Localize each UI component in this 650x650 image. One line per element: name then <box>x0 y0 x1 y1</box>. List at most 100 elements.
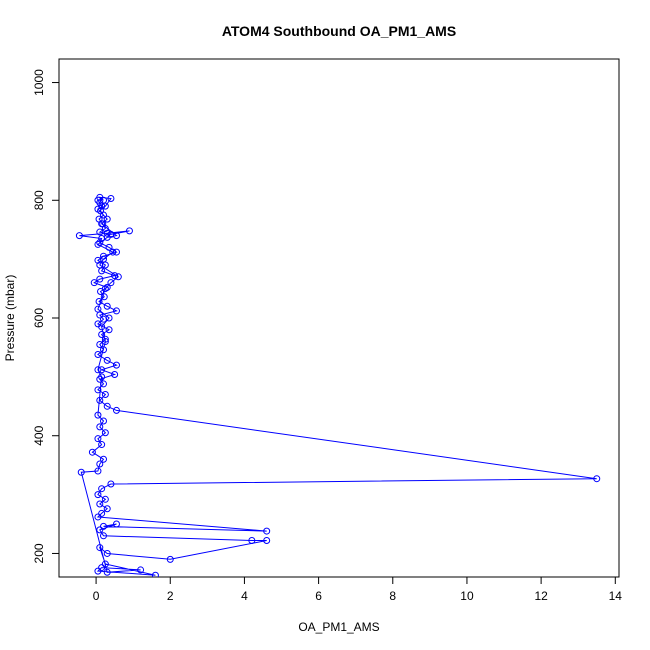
data-point <box>96 460 104 468</box>
data-point <box>112 248 120 256</box>
x-tick-label: 10 <box>460 589 474 603</box>
data-point <box>103 233 111 241</box>
data-point <box>94 366 102 374</box>
data-point <box>103 229 111 237</box>
data-point <box>98 220 106 228</box>
data-point <box>90 279 98 287</box>
data-point <box>94 567 102 575</box>
data-point <box>96 544 104 552</box>
data-point <box>112 307 120 315</box>
data-point <box>94 240 102 248</box>
data-point <box>248 537 256 545</box>
x-tick-label: 0 <box>93 589 100 603</box>
data-point <box>100 346 108 354</box>
data-point <box>105 243 113 251</box>
data-point <box>96 228 104 236</box>
data-point <box>101 225 109 233</box>
data-point <box>166 555 174 563</box>
data-point <box>100 522 108 530</box>
data-point <box>107 480 115 488</box>
data-point <box>100 196 108 204</box>
y-axis-label: Pressure (mbar) <box>3 275 17 362</box>
data-point <box>105 314 113 322</box>
data-point <box>109 248 117 256</box>
data-point <box>101 338 109 346</box>
data-point <box>77 468 85 476</box>
data-point <box>107 279 115 287</box>
x-tick-label: 12 <box>534 589 548 603</box>
data-point <box>98 323 106 331</box>
data-point <box>105 326 113 334</box>
data-point <box>103 356 111 364</box>
data-point <box>151 571 159 577</box>
data-point <box>98 366 106 374</box>
data-point <box>96 261 104 269</box>
data-point <box>103 402 111 410</box>
data-point <box>96 396 104 404</box>
x-tick-label: 8 <box>389 589 396 603</box>
data-point <box>101 495 109 503</box>
y-axis: 200 400 600 800 1000 <box>32 69 60 563</box>
data-point <box>98 441 106 449</box>
data-point <box>96 239 104 247</box>
data-point <box>98 564 106 572</box>
data-point <box>96 199 104 207</box>
x-tick-label: 6 <box>315 589 322 603</box>
data-point <box>137 566 145 574</box>
y-tick-label: 1000 <box>32 69 46 96</box>
data-point <box>103 283 111 291</box>
data-point <box>94 467 102 475</box>
data-point <box>94 350 102 358</box>
data-point <box>94 386 102 394</box>
data-point <box>100 252 108 260</box>
series-points <box>75 193 601 577</box>
data-point <box>75 232 83 240</box>
x-tick-label: 4 <box>241 589 248 603</box>
data-point <box>95 298 103 306</box>
data-point <box>125 227 133 235</box>
y-tick-label: 200 <box>32 543 46 563</box>
x-axis-label: OA_PM1_AMS <box>298 620 379 634</box>
data-point <box>98 485 106 493</box>
data-point <box>111 272 119 280</box>
data-point <box>100 417 108 425</box>
data-point <box>96 423 104 431</box>
data-point <box>98 373 106 381</box>
data-point <box>103 215 111 223</box>
data-point <box>94 411 102 419</box>
data-point <box>103 505 111 513</box>
data-point <box>100 255 108 263</box>
data-point <box>103 302 111 310</box>
data-point <box>101 285 109 293</box>
data-point <box>107 195 115 203</box>
data-point <box>101 391 109 399</box>
data-point <box>96 340 104 348</box>
data-point <box>112 406 120 414</box>
data-point <box>112 361 120 369</box>
data-point <box>98 330 106 338</box>
series-line <box>79 196 597 576</box>
data-point <box>112 232 120 240</box>
data-point <box>263 527 271 535</box>
data-point <box>88 448 96 456</box>
data-point <box>94 305 102 313</box>
data-point <box>103 568 111 576</box>
data-point <box>96 275 104 283</box>
y-tick-label: 400 <box>32 425 46 445</box>
series-lines <box>79 196 597 576</box>
plot-area <box>75 193 601 577</box>
data-point <box>114 273 122 281</box>
data-point <box>96 500 104 508</box>
data-point <box>100 455 108 463</box>
data-point <box>103 549 111 557</box>
data-point <box>112 520 120 528</box>
data-point <box>593 475 601 483</box>
data-point <box>100 532 108 540</box>
data-point <box>94 513 102 521</box>
data-point <box>101 560 109 568</box>
data-point <box>96 526 104 534</box>
data-point <box>263 537 271 545</box>
data-point <box>111 371 119 379</box>
chart-title: ATOM4 Southbound OA_PM1_AMS <box>222 23 456 39</box>
